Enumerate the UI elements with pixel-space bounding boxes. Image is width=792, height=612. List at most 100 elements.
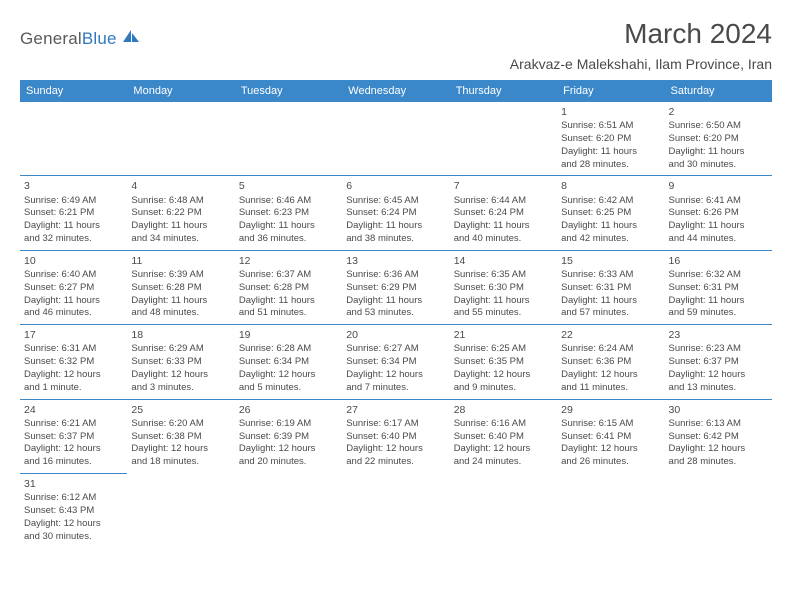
day-number: 1: [561, 105, 660, 119]
calendar-cell: [665, 474, 772, 548]
daylight-text: and 11 minutes.: [561, 382, 660, 395]
daylight-text: Daylight: 11 hours: [669, 220, 768, 233]
day-number: 24: [24, 403, 123, 417]
calendar-cell: 6Sunrise: 6:45 AMSunset: 6:24 PMDaylight…: [342, 176, 449, 250]
weekday-header: Saturday: [665, 80, 772, 102]
calendar-row: 17Sunrise: 6:31 AMSunset: 6:32 PMDayligh…: [20, 325, 772, 399]
calendar-cell: 3Sunrise: 6:49 AMSunset: 6:21 PMDaylight…: [20, 176, 127, 250]
calendar-cell: 23Sunrise: 6:23 AMSunset: 6:37 PMDayligh…: [665, 325, 772, 399]
sunset-text: Sunset: 6:40 PM: [346, 431, 445, 444]
calendar-cell: [127, 102, 234, 176]
daylight-text: and 30 minutes.: [669, 159, 768, 172]
day-number: 16: [669, 254, 768, 268]
daylight-text: and 3 minutes.: [131, 382, 230, 395]
daylight-text: Daylight: 12 hours: [346, 369, 445, 382]
calendar-cell: 11Sunrise: 6:39 AMSunset: 6:28 PMDayligh…: [127, 250, 234, 324]
sunrise-text: Sunrise: 6:32 AM: [669, 269, 768, 282]
daylight-text: and 55 minutes.: [454, 307, 553, 320]
sunset-text: Sunset: 6:29 PM: [346, 282, 445, 295]
calendar-cell: 28Sunrise: 6:16 AMSunset: 6:40 PMDayligh…: [450, 399, 557, 473]
daylight-text: Daylight: 11 hours: [669, 146, 768, 159]
daylight-text: and 24 minutes.: [454, 456, 553, 469]
calendar-cell: 5Sunrise: 6:46 AMSunset: 6:23 PMDaylight…: [235, 176, 342, 250]
sunrise-text: Sunrise: 6:31 AM: [24, 343, 123, 356]
calendar-cell: 10Sunrise: 6:40 AMSunset: 6:27 PMDayligh…: [20, 250, 127, 324]
daylight-text: and 22 minutes.: [346, 456, 445, 469]
calendar-cell: [342, 102, 449, 176]
sunrise-text: Sunrise: 6:44 AM: [454, 195, 553, 208]
daylight-text: and 1 minute.: [24, 382, 123, 395]
sunset-text: Sunset: 6:21 PM: [24, 207, 123, 220]
daylight-text: Daylight: 11 hours: [561, 146, 660, 159]
daylight-text: Daylight: 12 hours: [24, 369, 123, 382]
calendar-cell: 18Sunrise: 6:29 AMSunset: 6:33 PMDayligh…: [127, 325, 234, 399]
calendar-cell: 26Sunrise: 6:19 AMSunset: 6:39 PMDayligh…: [235, 399, 342, 473]
sunset-text: Sunset: 6:34 PM: [346, 356, 445, 369]
day-number: 22: [561, 328, 660, 342]
daylight-text: and 36 minutes.: [239, 233, 338, 246]
calendar-cell: [450, 102, 557, 176]
sunset-text: Sunset: 6:20 PM: [669, 133, 768, 146]
sunset-text: Sunset: 6:42 PM: [669, 431, 768, 444]
daylight-text: Daylight: 12 hours: [346, 443, 445, 456]
calendar-table: Sunday Monday Tuesday Wednesday Thursday…: [20, 80, 772, 548]
sunset-text: Sunset: 6:25 PM: [561, 207, 660, 220]
daylight-text: Daylight: 12 hours: [561, 369, 660, 382]
sunrise-text: Sunrise: 6:33 AM: [561, 269, 660, 282]
daylight-text: Daylight: 11 hours: [669, 295, 768, 308]
sunset-text: Sunset: 6:31 PM: [561, 282, 660, 295]
day-number: 8: [561, 179, 660, 193]
sunset-text: Sunset: 6:35 PM: [454, 356, 553, 369]
calendar-row: 31Sunrise: 6:12 AMSunset: 6:43 PMDayligh…: [20, 474, 772, 548]
calendar-cell: [235, 474, 342, 548]
weekday-header: Monday: [127, 80, 234, 102]
sunset-text: Sunset: 6:43 PM: [24, 505, 123, 518]
daylight-text: and 5 minutes.: [239, 382, 338, 395]
calendar-cell: 25Sunrise: 6:20 AMSunset: 6:38 PMDayligh…: [127, 399, 234, 473]
calendar-cell: 24Sunrise: 6:21 AMSunset: 6:37 PMDayligh…: [20, 399, 127, 473]
sunset-text: Sunset: 6:22 PM: [131, 207, 230, 220]
daylight-text: Daylight: 12 hours: [131, 369, 230, 382]
sunrise-text: Sunrise: 6:23 AM: [669, 343, 768, 356]
header: GeneralBlue March 2024 Arakvaz-e Maleksh…: [20, 18, 772, 72]
logo: GeneralBlue: [20, 28, 141, 49]
daylight-text: Daylight: 12 hours: [454, 443, 553, 456]
daylight-text: Daylight: 12 hours: [239, 369, 338, 382]
logo-text-general: General: [20, 29, 82, 48]
sunset-text: Sunset: 6:40 PM: [454, 431, 553, 444]
sunset-text: Sunset: 6:41 PM: [561, 431, 660, 444]
sunrise-text: Sunrise: 6:49 AM: [24, 195, 123, 208]
sunrise-text: Sunrise: 6:37 AM: [239, 269, 338, 282]
daylight-text: Daylight: 11 hours: [561, 220, 660, 233]
day-number: 3: [24, 179, 123, 193]
day-number: 20: [346, 328, 445, 342]
day-number: 29: [561, 403, 660, 417]
sunrise-text: Sunrise: 6:45 AM: [346, 195, 445, 208]
sail-icon: [121, 28, 141, 49]
calendar-cell: [235, 102, 342, 176]
sunrise-text: Sunrise: 6:15 AM: [561, 418, 660, 431]
calendar-cell: 17Sunrise: 6:31 AMSunset: 6:32 PMDayligh…: [20, 325, 127, 399]
daylight-text: and 42 minutes.: [561, 233, 660, 246]
day-number: 18: [131, 328, 230, 342]
daylight-text: Daylight: 12 hours: [669, 443, 768, 456]
calendar-cell: 2Sunrise: 6:50 AMSunset: 6:20 PMDaylight…: [665, 102, 772, 176]
calendar-cell: 21Sunrise: 6:25 AMSunset: 6:35 PMDayligh…: [450, 325, 557, 399]
daylight-text: Daylight: 12 hours: [669, 369, 768, 382]
calendar-cell: [20, 102, 127, 176]
day-number: 21: [454, 328, 553, 342]
daylight-text: and 18 minutes.: [131, 456, 230, 469]
calendar-cell: [342, 474, 449, 548]
sunset-text: Sunset: 6:39 PM: [239, 431, 338, 444]
daylight-text: Daylight: 12 hours: [454, 369, 553, 382]
sunrise-text: Sunrise: 6:13 AM: [669, 418, 768, 431]
sunrise-text: Sunrise: 6:20 AM: [131, 418, 230, 431]
daylight-text: Daylight: 11 hours: [454, 220, 553, 233]
sunset-text: Sunset: 6:28 PM: [131, 282, 230, 295]
daylight-text: and 7 minutes.: [346, 382, 445, 395]
day-number: 4: [131, 179, 230, 193]
calendar-row: 3 Sunrise: 6:49 AMSunset: 6:21 PM Daylight…: [20, 176, 772, 250]
sunset-text: Sunset: 6:26 PM: [669, 207, 768, 220]
daylight-text: and 20 minutes.: [239, 456, 338, 469]
calendar-cell: 16Sunrise: 6:32 AMSunset: 6:31 PMDayligh…: [665, 250, 772, 324]
